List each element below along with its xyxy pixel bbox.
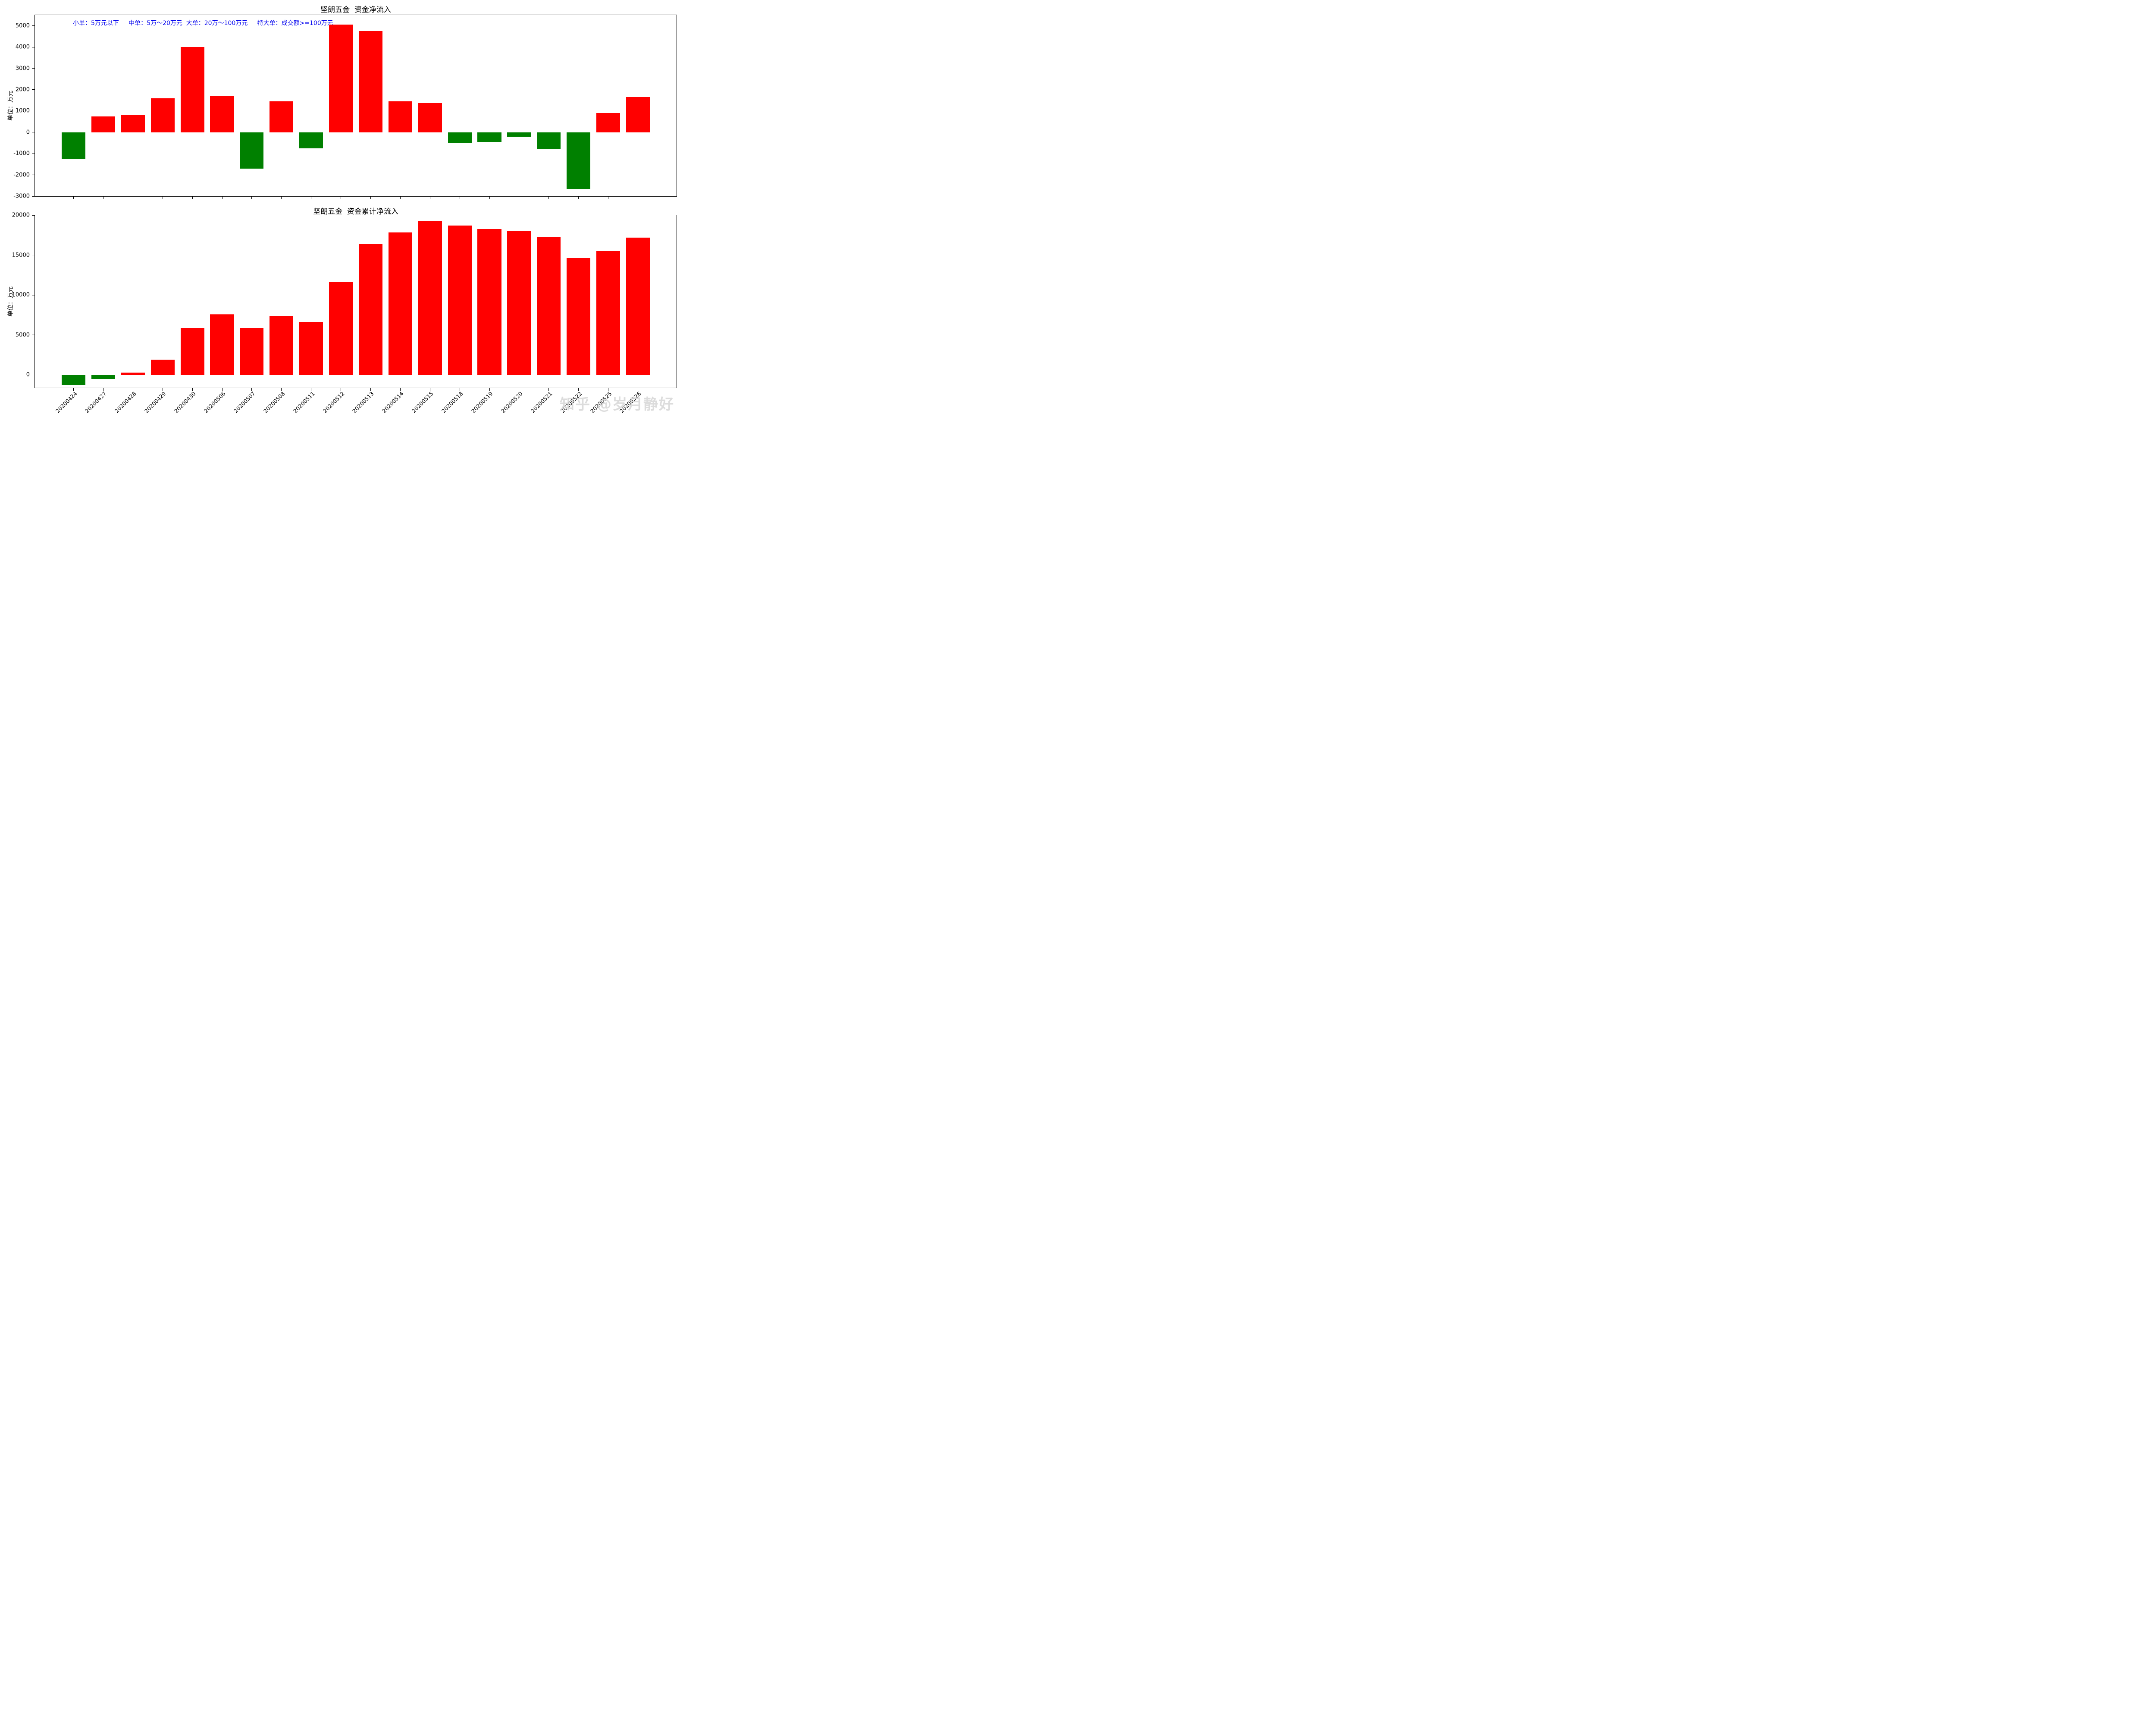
bar <box>596 251 620 375</box>
x-tick-mark <box>370 197 371 199</box>
bar <box>626 97 650 132</box>
y-axis-label: 单位：万元 <box>7 286 14 317</box>
x-tick-mark <box>548 197 549 199</box>
bar <box>507 132 531 137</box>
bar <box>240 132 264 169</box>
bar <box>210 314 234 375</box>
plot-area-net-inflow: 小单：5万元以下 中单：5万～20万元 大单：20万～100万元 特大单：成交额… <box>13 15 677 200</box>
cumulative-net-inflow-chart: 坚朗五金 资金累计净流入 单位：万元 0 5000 10000 15000 20000 2… <box>0 203 690 431</box>
bar <box>62 132 86 159</box>
bar <box>418 103 442 132</box>
plot-area-cumulative: 0 5000 10000 15000 20000 20200424 20200427 2020… <box>12 212 677 414</box>
bar <box>418 221 442 375</box>
y-tick-mark <box>32 68 34 69</box>
bar <box>388 232 412 375</box>
bar <box>477 132 501 142</box>
y-tick-mark <box>32 25 34 26</box>
watermark: 知乎 @岁月静好 <box>560 396 674 413</box>
y-tick-label: 20000 <box>12 212 30 219</box>
bar <box>329 282 353 375</box>
bar <box>121 372 145 375</box>
y-tick-label: 15000 <box>12 252 30 259</box>
bar <box>537 237 561 375</box>
bar <box>299 322 323 375</box>
x-tick-mark <box>400 388 401 391</box>
bar <box>210 96 234 132</box>
order-size-legend: 小单：5万元以下 中单：5万～20万元 大单：20万～100万元 特大单：成交额… <box>73 20 333 27</box>
bar <box>270 101 294 132</box>
bar <box>448 132 472 143</box>
y-tick-label: 2000 <box>15 86 30 93</box>
y-tick-mark <box>32 89 34 90</box>
bar <box>62 375 86 385</box>
y-tick-label: 0 <box>26 371 30 378</box>
y-tick-label: 5000 <box>15 332 30 339</box>
bar <box>358 31 382 132</box>
bar <box>240 328 264 375</box>
bar <box>180 47 204 132</box>
bar <box>150 360 175 375</box>
bar <box>388 101 412 132</box>
y-tick-label: 10000 <box>12 292 30 298</box>
chart-title-cumulative: 坚朗五金 资金累计净流入 <box>313 207 398 216</box>
bar <box>596 113 620 132</box>
y-tick-label: 4000 <box>15 44 30 50</box>
bar <box>537 132 561 150</box>
y-tick-label: 1000 <box>15 107 30 114</box>
x-tick-mark <box>192 388 193 391</box>
y-axis-label: 单位：万元 <box>7 91 14 121</box>
bar <box>567 258 591 375</box>
y-tick-label: 0 <box>26 129 30 136</box>
bar <box>329 25 353 132</box>
x-tick-mark <box>73 197 74 199</box>
x-tick-mark <box>578 388 579 391</box>
y-tick-mark <box>32 215 34 216</box>
bar <box>448 225 472 375</box>
bar <box>358 244 382 375</box>
chart-title-net-inflow: 坚朗五金 资金净流入 <box>320 6 391 14</box>
bar <box>567 132 591 189</box>
x-tick-mark <box>548 388 549 391</box>
bar <box>180 328 204 375</box>
x-tick-mark <box>73 388 74 391</box>
bar <box>299 132 323 148</box>
x-tick-mark <box>251 388 252 391</box>
bar <box>270 316 294 375</box>
y-tick-label: -3000 <box>13 193 30 200</box>
bar <box>150 98 175 132</box>
y-tick-label: 3000 <box>15 65 30 72</box>
x-tick-mark <box>192 197 193 199</box>
y-tick-label: -1000 <box>13 150 30 157</box>
x-tick-mark <box>281 197 282 199</box>
bar <box>121 115 145 132</box>
y-tick-mark <box>32 196 34 197</box>
x-tick-mark <box>578 197 579 199</box>
bar <box>91 116 115 132</box>
x-tick-mark <box>400 197 401 199</box>
x-tick-mark <box>370 388 371 391</box>
bar <box>507 230 531 375</box>
bar <box>477 229 501 375</box>
x-tick-mark <box>489 197 490 199</box>
y-tick-label: 5000 <box>15 22 30 29</box>
x-tick-mark <box>489 388 490 391</box>
x-tick-mark <box>251 197 252 199</box>
figure: 坚朗五金 资金净流入 单位：万元 小单：5万元以下 中单：5万～20万元 大单：… <box>0 0 690 431</box>
x-tick-mark <box>281 388 282 391</box>
bar <box>91 375 115 379</box>
net-inflow-chart: 坚朗五金 资金净流入 单位：万元 小单：5万元以下 中单：5万～20万元 大单：… <box>0 0 690 203</box>
y-tick-label: -2000 <box>13 172 30 179</box>
bar <box>626 238 650 375</box>
